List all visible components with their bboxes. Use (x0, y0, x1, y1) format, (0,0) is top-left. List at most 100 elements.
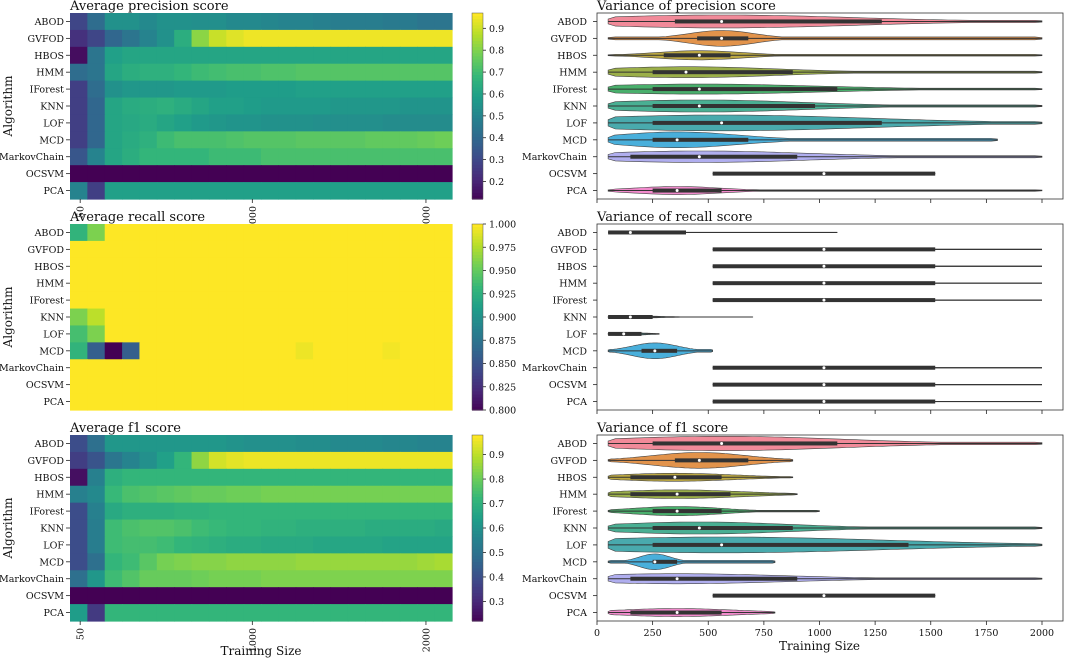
heatmap-cell (87, 604, 106, 622)
heatmap-cell (399, 240, 418, 259)
violin-box (652, 70, 793, 75)
heatmap-cell (382, 570, 401, 588)
colorbar-segment (472, 335, 483, 340)
violin-median (720, 121, 724, 125)
heatmap-cell (278, 257, 297, 276)
heatmap-cell (174, 325, 193, 343)
colorbar-segment (472, 255, 483, 259)
heatmap-cell (261, 376, 279, 394)
heatmap-cell (330, 570, 349, 588)
heatmap-cell (70, 80, 88, 99)
colorbar-segment (472, 586, 483, 591)
colorbar-segment (472, 512, 483, 517)
heatmap-cell (434, 291, 453, 310)
heatmap-cell (122, 131, 141, 149)
heatmap-cell (156, 274, 175, 293)
violin-median (822, 383, 826, 387)
colorbar-segment (472, 295, 483, 299)
heatmap-cell (417, 519, 436, 538)
heatmap-cell (139, 165, 158, 183)
heatmap-cell (70, 29, 88, 48)
heatmap-cell (295, 257, 314, 276)
colorbar-segment (472, 363, 483, 368)
heatmap-cell (417, 63, 436, 82)
heatmap-cell (70, 131, 88, 149)
heatmap-cell (382, 182, 401, 200)
heatmap-cell (313, 29, 332, 48)
colorbar-segment (472, 301, 483, 306)
x-axis-label: Training Size (779, 639, 860, 653)
heatmap-cell (330, 148, 349, 166)
violin-box (652, 87, 838, 92)
heatmap-cell (174, 451, 193, 470)
heatmap-cell (226, 46, 245, 65)
colorbar-segment (472, 344, 483, 349)
heatmap-cell (70, 325, 88, 343)
heatmap-cell (208, 80, 227, 99)
heatmap-cell (191, 114, 210, 132)
heatmap-cell (313, 63, 332, 82)
colorbar-segment (472, 466, 483, 470)
colorbar-segment (472, 195, 483, 200)
heatmap-cell (104, 393, 123, 411)
heatmap-cell (174, 485, 193, 504)
colorbar-segment (472, 307, 483, 312)
y-tick-label: LOF (566, 540, 587, 551)
heatmap-cell (295, 240, 314, 259)
heatmap-cell (104, 257, 123, 276)
heatmap-cell (139, 451, 158, 470)
heatmap-cell (139, 63, 158, 82)
heatmap-cell (156, 519, 175, 538)
heatmap-cell (382, 587, 401, 605)
colorbar-segment (472, 258, 483, 262)
violin-median (622, 332, 626, 336)
heatmap-cell (313, 80, 332, 99)
heatmap-cell (191, 131, 210, 149)
heatmap-cell (382, 224, 401, 242)
heatmap-cell (104, 224, 123, 242)
heatmap-cell (278, 553, 297, 571)
heatmap-cell (313, 536, 332, 554)
colorbar-segment (472, 279, 483, 284)
violin-panel-1: Variance of precision score ABOD GVFOD HBOS… (522, 0, 1064, 203)
violin-median (628, 230, 632, 234)
heatmap-cell (70, 308, 88, 327)
heatmap-cell (313, 182, 332, 200)
y-tick-label: KNN (563, 313, 587, 324)
heatmap-cell (87, 46, 106, 65)
colorbar-segment (472, 568, 483, 572)
heatmap-cell (313, 325, 332, 343)
heatmap-cell (417, 148, 436, 166)
heatmap-cell (191, 468, 210, 487)
heatmap-cell (174, 131, 193, 149)
heatmap-cell (87, 308, 106, 327)
heatmap-cell (104, 274, 123, 293)
colorbar-segment (472, 521, 483, 526)
y-tick-label: OCSVM (26, 380, 64, 391)
heatmap-cell (174, 435, 193, 453)
heatmap-cell (70, 451, 88, 470)
heatmap-cell (156, 485, 175, 504)
heatmap-cell (417, 376, 436, 394)
x-tick-label: 50 (76, 628, 87, 640)
y-tick-label: ABOD (557, 228, 588, 239)
violin-median (628, 315, 632, 319)
heatmap-cell (330, 519, 349, 538)
heatmap-cell (313, 485, 332, 504)
heatmap-cell (313, 519, 332, 538)
violin-median (720, 441, 724, 445)
heatmap-cell (417, 46, 436, 65)
heatmap-cell (330, 80, 349, 99)
colorbar-segment (472, 583, 483, 588)
heatmap-cell (70, 536, 88, 554)
heatmap-cell (191, 46, 210, 65)
heatmap-cell (226, 342, 245, 360)
heatmap-cell (417, 435, 436, 453)
y-tick-label: GVFOD (551, 456, 588, 467)
heatmap-cell (382, 502, 401, 521)
x-tick-label: 500 (699, 628, 717, 639)
heatmap-cell (156, 182, 175, 200)
heatmap-cell (382, 13, 401, 31)
violin-median (675, 509, 679, 513)
heatmap-cell (70, 587, 88, 605)
